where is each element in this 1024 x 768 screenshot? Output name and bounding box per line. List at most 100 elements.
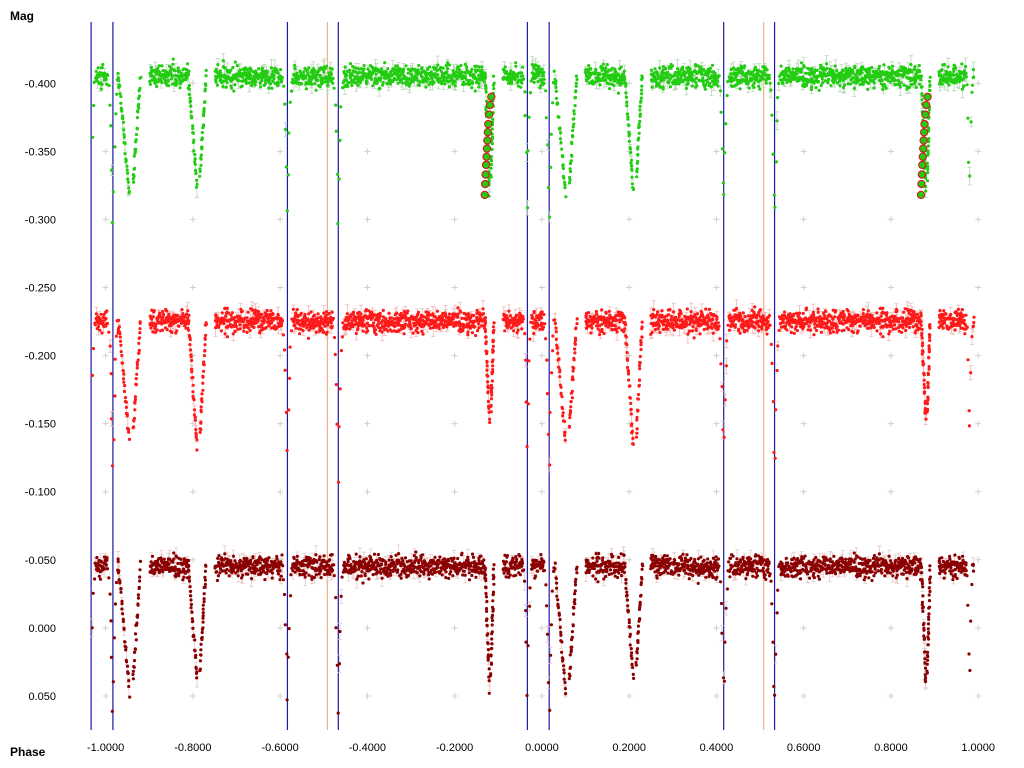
grid-plus	[626, 488, 633, 495]
phase-lines	[90, 22, 776, 730]
highlighted-points	[480, 92, 932, 200]
grid-plus	[975, 284, 982, 291]
grid-plus	[800, 624, 807, 631]
x-tick-label: 1.0000	[961, 742, 995, 754]
highlighted-point[interactable]	[919, 144, 928, 153]
x-tick-label: -0.4000	[349, 742, 386, 754]
grid-plus	[887, 624, 894, 631]
grid-plus	[975, 80, 982, 87]
highlighted-point[interactable]	[482, 152, 491, 161]
grid-plus	[277, 624, 284, 631]
highlighted-point[interactable]	[481, 160, 491, 170]
grid-plus	[364, 284, 371, 291]
grid-plus	[189, 216, 196, 223]
x-tick-label: 0.8000	[874, 742, 908, 754]
highlighted-point[interactable]	[921, 110, 930, 119]
highlighted-point[interactable]	[917, 179, 926, 189]
grid-plus	[364, 352, 371, 359]
highlighted-point[interactable]	[919, 136, 928, 145]
highlighted-point[interactable]	[916, 190, 926, 200]
grid-plus	[887, 692, 894, 699]
grid-plus	[626, 284, 633, 291]
grid-plus	[800, 148, 807, 155]
grid-plus	[713, 148, 720, 155]
grid-plus	[713, 284, 720, 291]
grid-plus	[887, 352, 894, 359]
grid-plus	[364, 148, 371, 155]
highlighted-point[interactable]	[480, 179, 490, 189]
grid-plus	[277, 148, 284, 155]
x-tick-labels: -1.0000 -0.8000 -0.6000 -0.4000 -0.2000 0.000…	[87, 742, 995, 754]
grid-plus	[189, 80, 196, 87]
highlighted-point[interactable]	[480, 190, 489, 200]
grid-plus	[626, 692, 633, 699]
grid-plus	[102, 692, 109, 699]
grid-plus	[277, 488, 284, 495]
grid-plus	[800, 692, 807, 699]
highlighted-point[interactable]	[923, 92, 932, 102]
y-tick-label: -0.350	[25, 146, 56, 158]
y-axis-label: Mag	[10, 9, 34, 23]
grid-plus	[102, 624, 109, 631]
highlighted-point[interactable]	[484, 119, 493, 129]
y-tick-label: -0.050	[25, 555, 56, 567]
highlighted-point[interactable]	[483, 136, 492, 145]
grid-plus	[277, 420, 284, 427]
x-tick-label: 0.0000	[525, 742, 559, 754]
grid-plus	[102, 352, 109, 359]
grid-plus	[538, 284, 545, 291]
grid-plus	[626, 556, 633, 563]
highlighted-point[interactable]	[484, 110, 494, 119]
grid-plus	[451, 692, 458, 699]
grid-plus	[800, 420, 807, 427]
grid-plus	[189, 284, 196, 291]
grid-plus	[364, 624, 371, 631]
highlighted-point[interactable]	[918, 160, 927, 170]
grid-plus	[451, 148, 458, 155]
grid-plus	[800, 284, 807, 291]
grid-plus	[538, 352, 545, 359]
highlighted-point[interactable]	[481, 170, 490, 179]
grid-plus	[364, 692, 371, 699]
y-tick-label: -0.200	[25, 351, 56, 363]
grid-plus	[451, 488, 458, 495]
grid-plus	[800, 216, 807, 223]
highlighted-point[interactable]	[920, 119, 929, 129]
grid-plus	[102, 284, 109, 291]
x-tick-label: -1.0000	[87, 742, 124, 754]
grid-plus	[975, 488, 982, 495]
highlighted-point[interactable]	[482, 144, 492, 153]
highlighted-point[interactable]	[922, 100, 931, 110]
grid-plus	[713, 488, 720, 495]
grid-plus	[364, 420, 371, 427]
grid-plus	[451, 352, 458, 359]
highlighted-point[interactable]	[485, 100, 495, 110]
grid-plus	[277, 216, 284, 223]
grid-plus	[713, 352, 720, 359]
x-tick-label: 0.6000	[787, 742, 821, 754]
grid-plus	[887, 420, 894, 427]
grid-plus	[975, 692, 982, 699]
grid-plus	[887, 284, 894, 291]
grid-plus	[975, 556, 982, 563]
x-tick-label: 0.4000	[700, 742, 734, 754]
grid-plus	[713, 420, 720, 427]
highlighted-point[interactable]	[919, 128, 929, 137]
highlighted-point[interactable]	[487, 92, 496, 102]
series-0-points	[91, 57, 976, 226]
y-tick-labels: -0.400 -0.350 -0.300 -0.250 -0.200 -0.150 -0.1…	[25, 78, 56, 703]
highlighted-point[interactable]	[483, 128, 493, 137]
x-tick-label: -0.8000	[174, 742, 211, 754]
grid-plus	[887, 216, 894, 223]
highlighted-point[interactable]	[917, 170, 927, 179]
grid-plus	[713, 624, 720, 631]
grid-plus	[451, 216, 458, 223]
grid-plus	[538, 216, 545, 223]
grid-plus	[277, 352, 284, 359]
grid-plus	[887, 148, 894, 155]
y-tick-label: -0.100	[25, 487, 56, 499]
grid-plus	[189, 556, 196, 563]
y-tick-label: -0.250	[25, 283, 56, 295]
grid-plus	[451, 420, 458, 427]
highlighted-point[interactable]	[918, 152, 927, 161]
